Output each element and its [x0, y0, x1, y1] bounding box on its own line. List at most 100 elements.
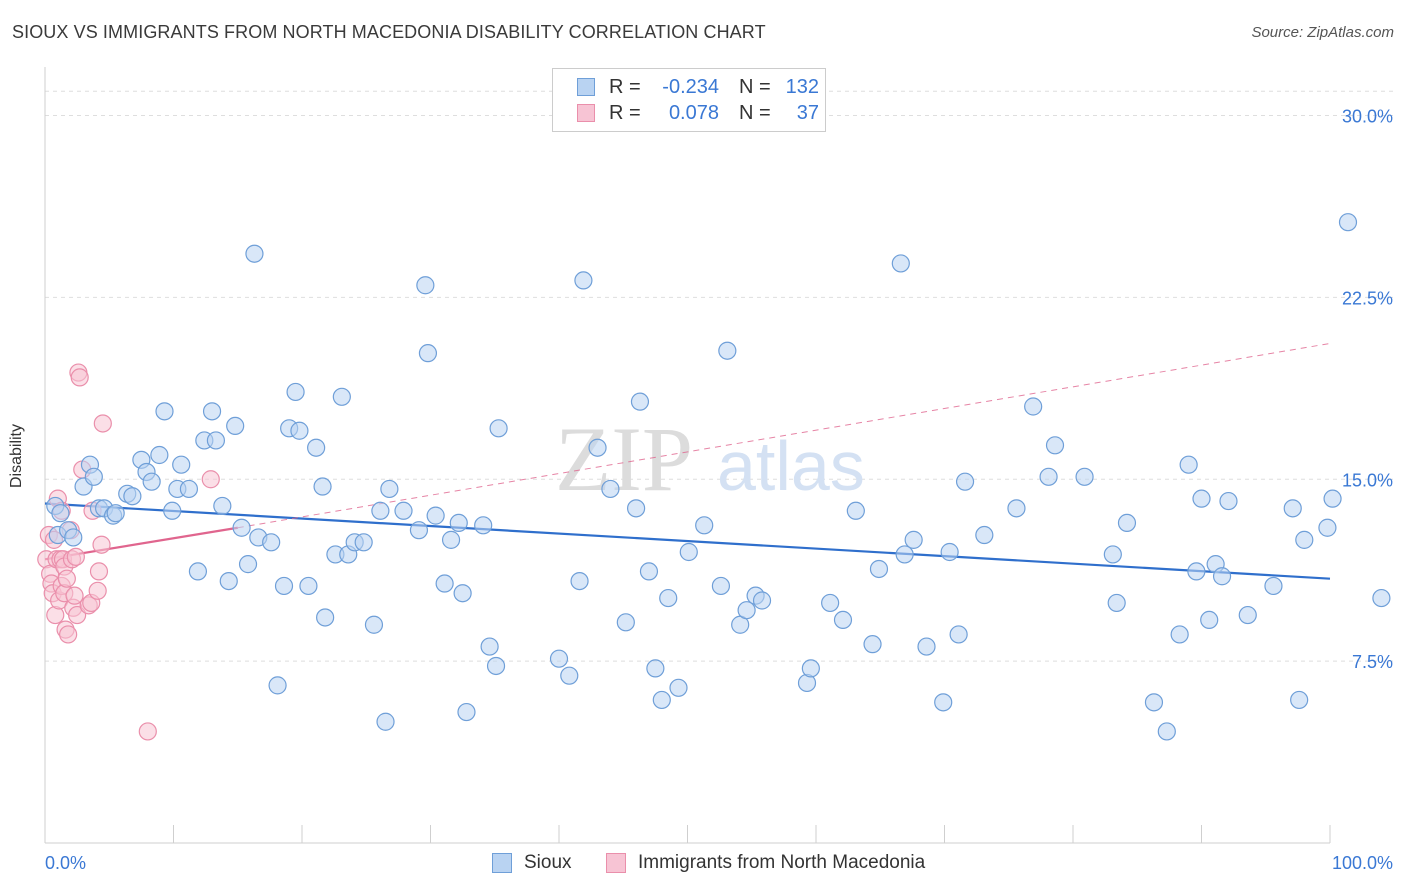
sioux-point	[549, 649, 569, 668]
macedonia-trend-extension	[237, 342, 1331, 529]
sioux-point	[299, 576, 318, 596]
sioux-point	[1007, 499, 1026, 518]
sioux-point	[1144, 693, 1164, 712]
legend-row-sioux: R = -0.234 N = 132	[577, 74, 819, 100]
sioux-point	[453, 584, 472, 603]
sioux-point	[1219, 491, 1238, 511]
sioux-point	[891, 254, 910, 273]
sioux-point	[821, 593, 840, 613]
sioux-point	[238, 555, 258, 574]
sioux-point	[639, 562, 659, 581]
legend-swatch-macedonia	[606, 853, 626, 873]
sioux-point	[106, 504, 125, 523]
watermark: ZIP atlas	[555, 408, 865, 510]
sioux-point	[630, 392, 650, 411]
macedonia-point	[70, 368, 89, 387]
sioux-point	[1039, 467, 1058, 486]
legend-r-label: R =	[609, 75, 641, 98]
legend-swatch-sioux	[492, 853, 512, 873]
legend-n-label: N =	[739, 101, 771, 124]
sioux-point	[489, 419, 508, 438]
sioux-point	[646, 659, 665, 678]
sioux-point	[150, 445, 169, 465]
x-tick-label: 100.0%	[1332, 853, 1393, 873]
sioux-point	[863, 635, 882, 654]
sioux-point	[51, 504, 70, 523]
legend-swatch-sioux	[577, 78, 595, 96]
sioux-point	[435, 574, 454, 593]
sioux-point	[179, 479, 199, 499]
sioux-point	[64, 528, 83, 547]
sioux-point	[376, 712, 395, 731]
sioux-point	[245, 244, 264, 263]
sioux-point	[616, 613, 635, 632]
sioux-point	[202, 402, 222, 421]
x-tick-label: 0.0%	[45, 853, 86, 873]
sioux-point	[1238, 605, 1257, 625]
sioux-point	[226, 416, 245, 435]
sioux-point	[268, 676, 287, 695]
sioux-point	[975, 525, 994, 545]
sioux-point	[1117, 513, 1137, 533]
series-legend: Sioux Immigrants from North Macedonia	[0, 852, 1406, 878]
sioux-point	[949, 625, 968, 644]
sioux-point	[371, 501, 390, 520]
sioux-point	[940, 542, 959, 562]
sioux-point	[313, 477, 332, 496]
sioux-point	[409, 521, 429, 540]
sioux-point	[486, 656, 506, 676]
sioux-point	[1103, 545, 1122, 564]
sioux-point	[1187, 562, 1206, 581]
macedonia-point	[59, 625, 78, 644]
sioux-point	[364, 615, 384, 634]
sioux-point	[1295, 530, 1314, 549]
legend-row-macedonia: R = 0.078 N = 37	[577, 100, 819, 126]
source-label: Source: ZipAtlas.com	[1251, 24, 1394, 41]
sioux-point	[262, 533, 281, 552]
sioux-point	[626, 499, 646, 518]
macedonia-point	[93, 414, 112, 433]
watermark-zip: ZIP	[555, 408, 693, 510]
sioux-point	[1170, 625, 1189, 644]
sioux-point	[426, 506, 445, 525]
sioux-point	[163, 501, 182, 520]
sioux-point	[895, 545, 914, 564]
sioux-point	[711, 576, 731, 596]
sioux-point	[380, 479, 399, 499]
sioux-point	[955, 472, 975, 491]
sioux-point	[286, 382, 305, 402]
legend-swatch-macedonia	[577, 104, 595, 122]
sioux-point	[833, 610, 853, 630]
sioux-point	[1107, 593, 1126, 613]
sioux-point	[84, 467, 103, 486]
sioux-point	[418, 344, 438, 363]
sioux-point	[588, 438, 607, 457]
y-tick-label: 22.5%	[1342, 288, 1393, 308]
sioux-point	[679, 542, 698, 562]
sioux-point	[206, 431, 226, 450]
watermark-atlas: atlas	[717, 427, 865, 505]
macedonia-point	[88, 581, 107, 600]
sioux-point	[123, 487, 142, 506]
sioux-point	[1200, 610, 1219, 630]
sioux-point	[1318, 518, 1337, 537]
sioux-point	[188, 562, 208, 581]
macedonia-point	[138, 722, 157, 741]
sioux-point	[449, 513, 468, 533]
sioux-point	[474, 516, 493, 535]
sioux-point	[307, 438, 326, 457]
sioux-point	[1075, 467, 1094, 486]
macedonia-point	[66, 547, 85, 566]
macedonia-point	[89, 562, 109, 581]
legend-n-value: 37	[796, 101, 819, 124]
macedonia-point	[68, 605, 87, 625]
legend-r-label: R =	[609, 101, 641, 124]
macedonia-point	[65, 586, 84, 605]
legend-label-sioux: Sioux	[524, 852, 572, 873]
sioux-point	[416, 276, 435, 295]
sioux-point	[934, 693, 953, 712]
sioux-point	[480, 637, 499, 656]
sioux-point	[142, 472, 161, 491]
sioux-point	[1179, 455, 1198, 474]
